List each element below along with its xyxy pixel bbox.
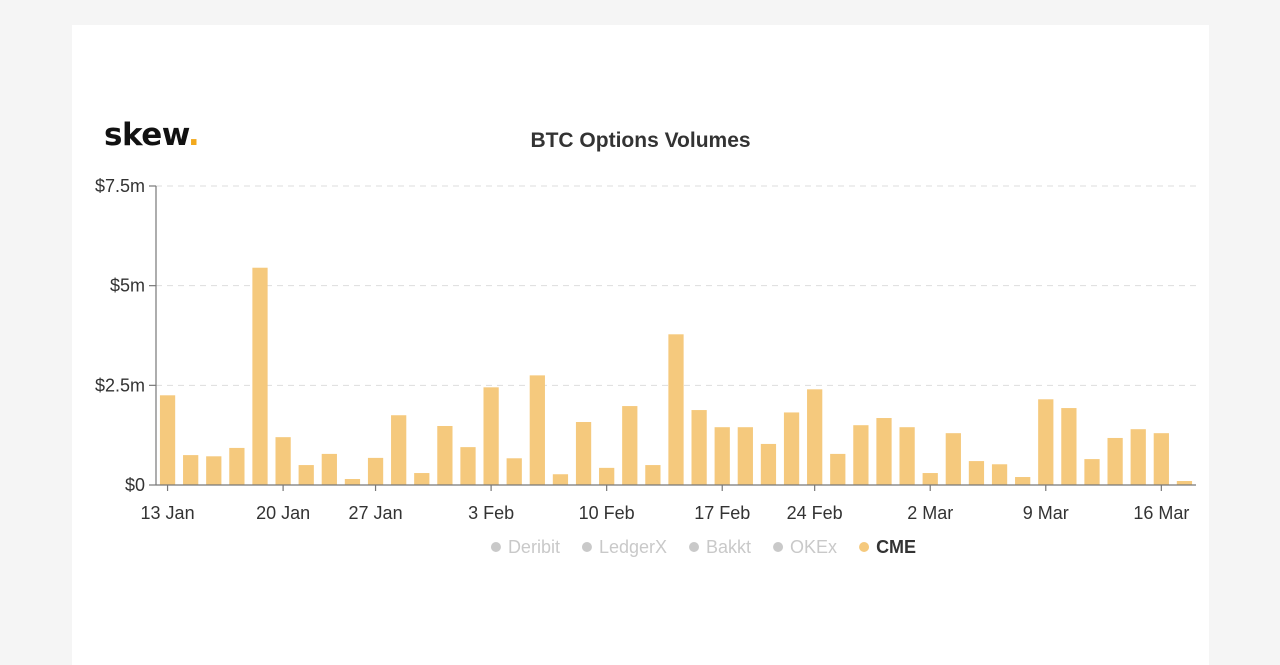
bar [737, 427, 753, 485]
y-tick-label: $0 [125, 475, 145, 495]
bar [668, 334, 684, 485]
x-tick-label: 16 Mar [1133, 503, 1189, 523]
bar [714, 427, 730, 485]
legend-item-cme[interactable]: CME [876, 537, 916, 557]
legend-dot[interactable] [581, 542, 592, 552]
x-tick-label: 27 Jan [349, 503, 403, 523]
bar [183, 455, 199, 485]
chart-card: skew. BTC Options Volumes $0 $2.5m $5m $7.5… [72, 25, 1209, 665]
bar [344, 479, 361, 485]
bar [899, 427, 915, 485]
bar [645, 465, 661, 485]
x-tick-label: 13 Jan [141, 503, 195, 523]
bar [1015, 477, 1031, 485]
legend-dot[interactable] [689, 542, 700, 552]
bar [252, 267, 268, 485]
bar [552, 474, 569, 485]
bar [853, 425, 869, 485]
bar [298, 465, 314, 485]
x-tick-label: 9 Mar [1023, 503, 1069, 523]
legend-item-deribit[interactable]: Deribit [508, 537, 560, 557]
skew-logo: skew. [104, 117, 200, 153]
bar [483, 387, 499, 485]
legend: Deribit LedgerX Bakkt OKEx CME [490, 537, 916, 557]
legend-item-bakkt[interactable]: Bakkt [706, 537, 751, 557]
bar [622, 406, 638, 485]
y-tick-label: $2.5m [95, 375, 145, 395]
bar [1061, 408, 1077, 485]
legend-dot[interactable] [490, 542, 501, 552]
legend-item-ledgerx[interactable]: LedgerX [599, 537, 667, 557]
bar [945, 433, 961, 485]
bar [391, 415, 407, 485]
bar [922, 473, 938, 485]
bar [830, 453, 846, 485]
bar [321, 453, 337, 485]
bar [506, 458, 522, 485]
bar [599, 467, 615, 485]
logo-dot: . [187, 117, 200, 153]
bar [414, 473, 430, 485]
legend-dot[interactable] [859, 542, 870, 552]
bar [1107, 437, 1123, 485]
bar [783, 412, 800, 485]
legend-item-okex[interactable]: OKEx [790, 537, 837, 557]
x-tick-label: 2 Mar [907, 503, 953, 523]
bar [159, 395, 176, 485]
x-tick-label: 10 Feb [579, 503, 635, 523]
bar [206, 456, 222, 485]
x-tick-label: 17 Feb [694, 503, 750, 523]
x-tick-label: 24 Feb [787, 503, 843, 523]
x-tick-label: 20 Jan [256, 503, 310, 523]
bar [229, 447, 245, 485]
bar [1130, 429, 1146, 485]
logo-text: skew [104, 117, 188, 153]
bar [991, 464, 1008, 485]
bar [437, 425, 453, 485]
bar [367, 457, 384, 485]
bar [691, 410, 707, 485]
bar-chart: $0 $2.5m $5m $7.5m 13 Jan 20 Jan 27 Jan 3 Feb 10… [95, 176, 1196, 557]
bar [275, 437, 291, 485]
bar [807, 389, 823, 485]
x-tick-label: 3 Feb [468, 503, 514, 523]
legend-dot[interactable] [773, 542, 784, 552]
bar [1084, 459, 1100, 485]
bar [760, 443, 777, 485]
bar [876, 418, 892, 485]
bar [529, 375, 545, 485]
bar [968, 461, 985, 485]
chart-title: BTC Options Volumes [530, 129, 751, 152]
y-tick-label: $7.5m [95, 176, 145, 196]
bar [1038, 399, 1054, 485]
bar [460, 447, 476, 485]
bar [1153, 433, 1169, 485]
y-tick-label: $5m [110, 276, 145, 296]
bar [1176, 481, 1193, 485]
bar [575, 422, 592, 485]
